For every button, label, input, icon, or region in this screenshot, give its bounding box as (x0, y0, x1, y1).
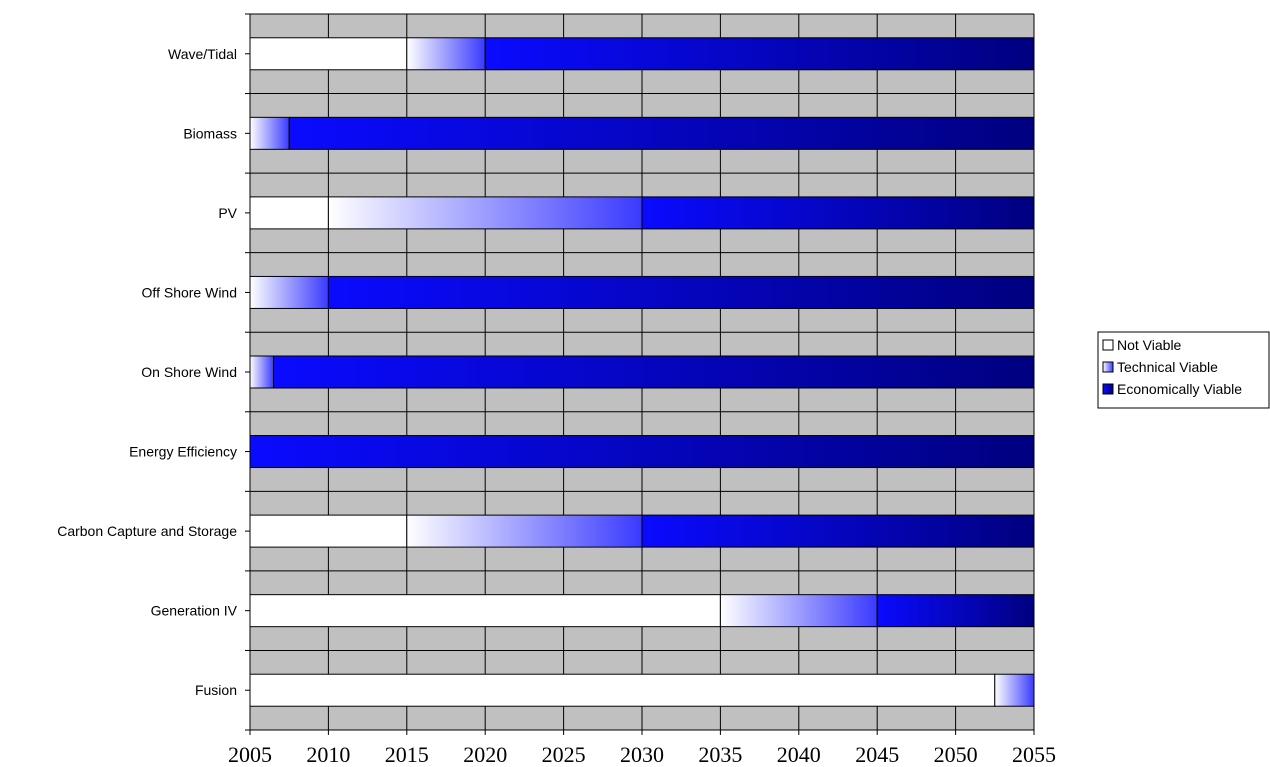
bars-layer (249, 37, 1035, 707)
x-tick-label: 2050 (934, 742, 978, 767)
x-tick-label: 2005 (228, 742, 272, 767)
x-tick-label: 2055 (1012, 742, 1056, 767)
category-label: On Shore Wind (141, 364, 237, 380)
bar-segment-not-viable (249, 196, 329, 230)
legend-label: Technical Viable (1117, 359, 1218, 375)
bar-segment-not-viable (249, 594, 721, 628)
bar-segment-technical-viable (406, 514, 643, 548)
bar-segment-technical-viable (249, 355, 275, 389)
bar-segment-economically-viable (641, 196, 1035, 230)
axes (245, 13, 1035, 735)
category-label: PV (218, 205, 237, 221)
bar-segment-economically-viable (249, 435, 1035, 469)
category-label: Off Shore Wind (142, 284, 237, 300)
bar-segment-not-viable (249, 37, 408, 71)
legend-swatch-not-viable (1102, 339, 1114, 351)
legend-swatch-technical-viable (1102, 361, 1114, 373)
bar-segment-economically-viable (327, 275, 1035, 309)
category-label: Generation IV (151, 603, 238, 619)
bar-segment-technical-viable (994, 673, 1035, 707)
category-label: Energy Efficiency (129, 444, 237, 460)
legend-label: Economically Viable (1117, 381, 1242, 397)
bar-segment-economically-viable (484, 37, 1035, 71)
bar-segment-economically-viable (288, 116, 1035, 150)
bar-segment-technical-viable (249, 116, 290, 150)
category-label: Biomass (183, 125, 237, 141)
category-labels: Wave/Tidal Biomass PV Off Shore Wind On Shor… (57, 46, 237, 698)
category-label: Wave/Tidal (168, 46, 237, 62)
bar-segment-economically-viable (273, 355, 1035, 389)
category-label: Fusion (195, 682, 237, 698)
x-tick-label: 2045 (855, 742, 899, 767)
bar-segment-technical-viable (406, 37, 486, 71)
bar-segment-not-viable (249, 673, 996, 707)
x-tick-label: 2015 (385, 742, 429, 767)
bar-segment-not-viable (249, 514, 408, 548)
x-tick-labels: 2005 2010 2015 2020 2025 2030 2035 2040 2045 2050… (228, 742, 1056, 767)
legend-box (1097, 331, 1270, 409)
legend-swatch-economically-viable (1102, 383, 1114, 395)
bar-segment-economically-viable (641, 514, 1035, 548)
x-tick-label: 2010 (306, 742, 350, 767)
category-label: Carbon Capture and Storage (57, 523, 237, 539)
bar-segment-technical-viable (249, 275, 329, 309)
x-tick-label: 2030 (620, 742, 664, 767)
legend-label: Not Viable (1117, 337, 1182, 353)
bar-segment-economically-viable (876, 594, 1035, 628)
x-tick-label: 2025 (542, 742, 586, 767)
x-tick-label: 2020 (463, 742, 507, 767)
bar-segment-technical-viable (719, 594, 878, 628)
x-tick-label: 2035 (698, 742, 742, 767)
x-tick-label: 2040 (777, 742, 821, 767)
legend: Not Viable Technical Viable Economically V… (1097, 331, 1270, 409)
bar-segment-technical-viable (327, 196, 643, 230)
